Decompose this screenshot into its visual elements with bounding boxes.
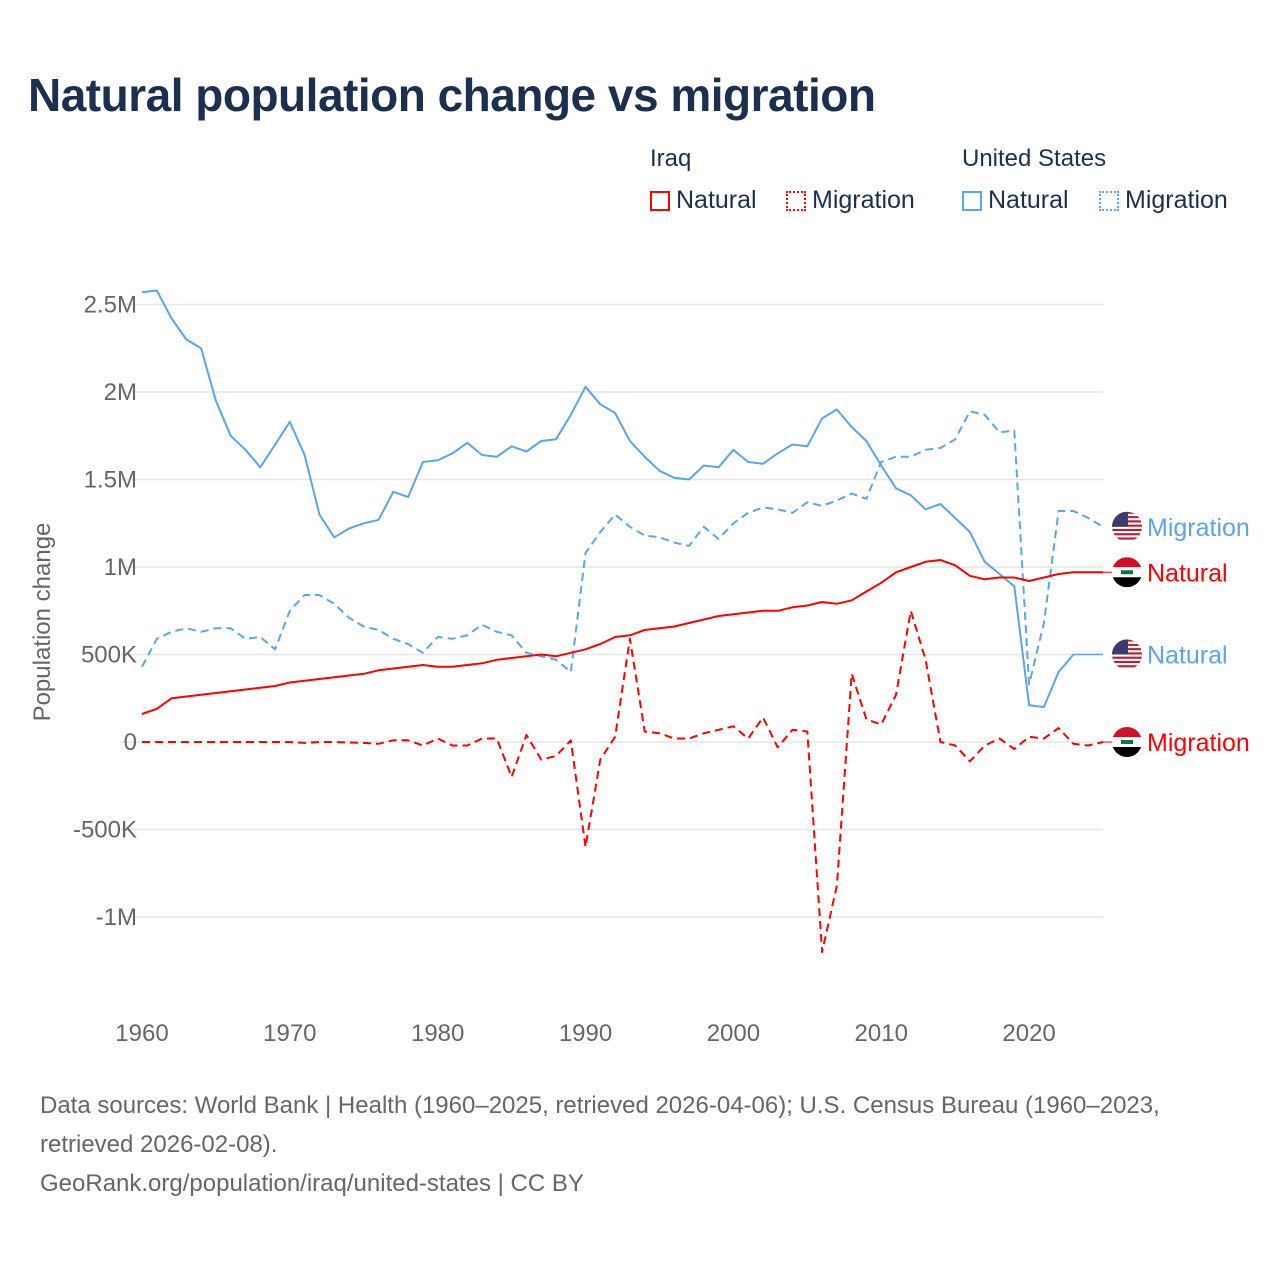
iraq-flag-icon: [1112, 727, 1142, 757]
solid-line-swatch-icon: [962, 190, 982, 211]
solid-line-swatch-icon: [650, 190, 670, 211]
x-tick-label: 2010: [855, 1020, 908, 1047]
x-tick-label: 2020: [1002, 1020, 1055, 1047]
us-flag-icon: [1112, 511, 1142, 540]
footer-sources: Data sources: World Bank | Health (1960–…: [40, 1092, 1160, 1119]
series-end-label: Natural: [1147, 559, 1228, 587]
legend-group-iraq: Iraq: [650, 145, 692, 172]
legend-label: Natural: [988, 186, 1069, 214]
y-tick-label: 1.5M: [84, 467, 137, 494]
legend-label: Migration: [812, 186, 915, 214]
y-tick-label: 2M: [104, 379, 137, 406]
x-tick-label: 2000: [707, 1020, 760, 1047]
series-line-iraq-natural[interactable]: [141, 559, 1103, 715]
series-line-united-states-migration[interactable]: [141, 410, 1104, 686]
y-tick-label: -1M: [96, 904, 137, 931]
iraq-flag-icon: [1112, 557, 1142, 588]
x-tick-label: 1960: [115, 1020, 168, 1047]
legend-group-us: United States: [962, 145, 1107, 172]
y-tick-label: -500K: [73, 817, 137, 844]
y-axis-label: Population change: [29, 523, 56, 722]
y-tick-label: 2.5M: [84, 292, 137, 319]
dotted-line-swatch-icon: [1099, 190, 1119, 211]
chart-title: Natural population change vs migration: [28, 69, 876, 121]
us-flag-icon: [1112, 639, 1142, 668]
series-line-united-states-natural[interactable]: [141, 289, 1075, 708]
series-end-label: Natural: [1147, 642, 1228, 670]
legend-us-migration[interactable]: Migration: [1099, 186, 1228, 215]
series-line-iraq-migration[interactable]: [142, 609, 1104, 953]
legend-iraq-migration[interactable]: Migration: [786, 186, 915, 215]
x-tick-label: 1990: [559, 1020, 612, 1047]
legend-label: Natural: [676, 186, 757, 214]
legend-iraq-natural[interactable]: Natural: [650, 186, 757, 215]
y-tick-label: 0: [124, 729, 137, 756]
legend-label: Migration: [1125, 186, 1228, 214]
footer-sources-cont: retrieved 2026-02-08).: [40, 1131, 278, 1158]
series-end-label: Migration: [1147, 514, 1250, 542]
footer-link[interactable]: GeoRank.org/population/iraq/united-state…: [40, 1170, 584, 1197]
x-tick-label: 1970: [263, 1020, 316, 1047]
series-end-label: Migration: [1147, 729, 1250, 757]
x-tick-label: 1980: [411, 1020, 464, 1047]
legend-us-natural[interactable]: Natural: [962, 186, 1069, 215]
y-tick-label: 500K: [81, 642, 137, 669]
dotted-line-swatch-icon: [786, 190, 806, 211]
y-tick-label: 1M: [104, 554, 137, 581]
